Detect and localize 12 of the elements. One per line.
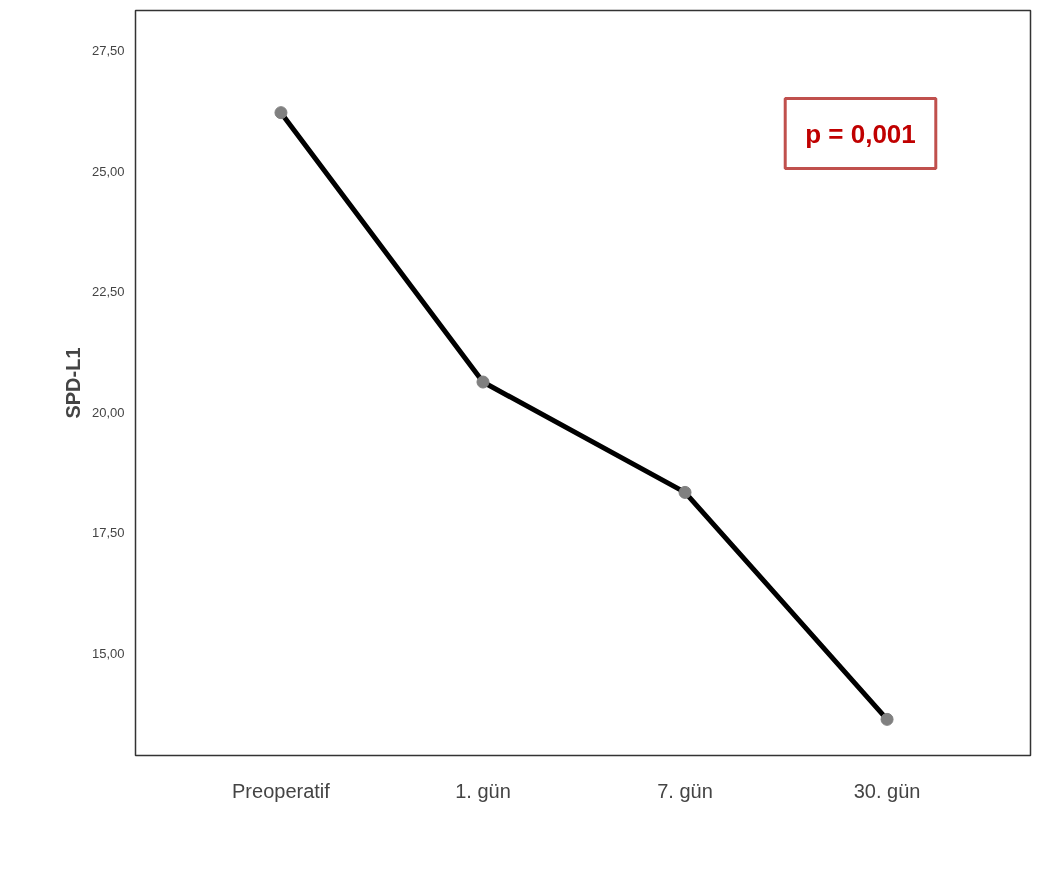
y-tick-label: 17,50 (91, 525, 125, 541)
y-tick-label: 27,50 (91, 43, 125, 59)
y-tick-label: 15,00 (91, 645, 125, 661)
x-tick-label: Preoperatif (232, 779, 331, 802)
y-tick-label: 22,50 (91, 284, 125, 300)
x-tick-label: 1. gün (455, 779, 511, 802)
annotation: p = 0,001 (805, 118, 916, 149)
y-tick-label: 25,00 (91, 163, 125, 179)
y-axis-title: SPD-L1 (61, 347, 84, 419)
x-tick-label: 7. gün (657, 779, 713, 802)
x-tick-label: 30. gün (853, 779, 921, 802)
y-tick-label: 20,00 (91, 404, 125, 420)
